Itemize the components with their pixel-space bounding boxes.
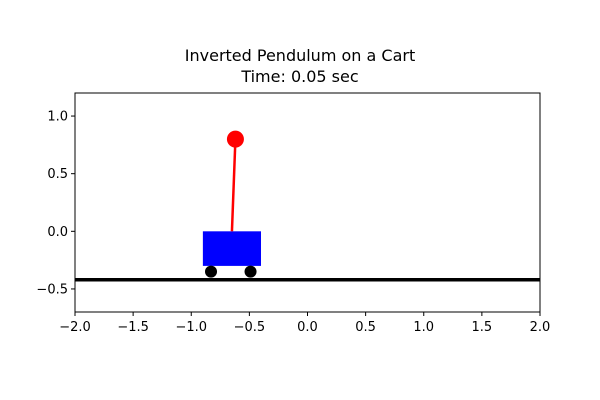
chart-title: Inverted Pendulum on a Cart <box>184 46 416 65</box>
y-tick-label: 0.0 <box>47 225 68 240</box>
x-tick-label: 1.0 <box>413 320 434 335</box>
x-tick-label: −0.5 <box>234 320 266 335</box>
axes-frame <box>74 92 541 313</box>
cart-wheel <box>244 265 257 278</box>
cart-wheel <box>205 265 218 278</box>
chart-subtitle: Time: 0.05 sec <box>241 67 359 86</box>
pendulum-bob <box>226 130 244 148</box>
y-tick-label: 1.0 <box>47 110 68 125</box>
plot-artists <box>75 130 540 282</box>
x-axis: −2.0 −1.5 −1.0 −0.5 0.0 0.5 1.0 1.5 2.0 <box>59 312 550 335</box>
y-tick-label: 0.5 <box>47 167 68 182</box>
x-tick-label: 0.5 <box>355 320 376 335</box>
cart <box>202 231 261 266</box>
y-axis: −0.5 0.0 0.5 1.0 <box>36 110 75 297</box>
y-tick-label: −0.5 <box>36 282 68 297</box>
x-tick-label: 1.5 <box>472 320 493 335</box>
pendulum-rod <box>230 139 237 232</box>
x-tick-label: −1.5 <box>117 320 149 335</box>
x-tick-label: 2.0 <box>530 320 551 335</box>
x-tick-label: −1.0 <box>175 320 207 335</box>
x-tick-label: 0.0 <box>297 320 318 335</box>
x-tick-label: −2.0 <box>59 320 91 335</box>
